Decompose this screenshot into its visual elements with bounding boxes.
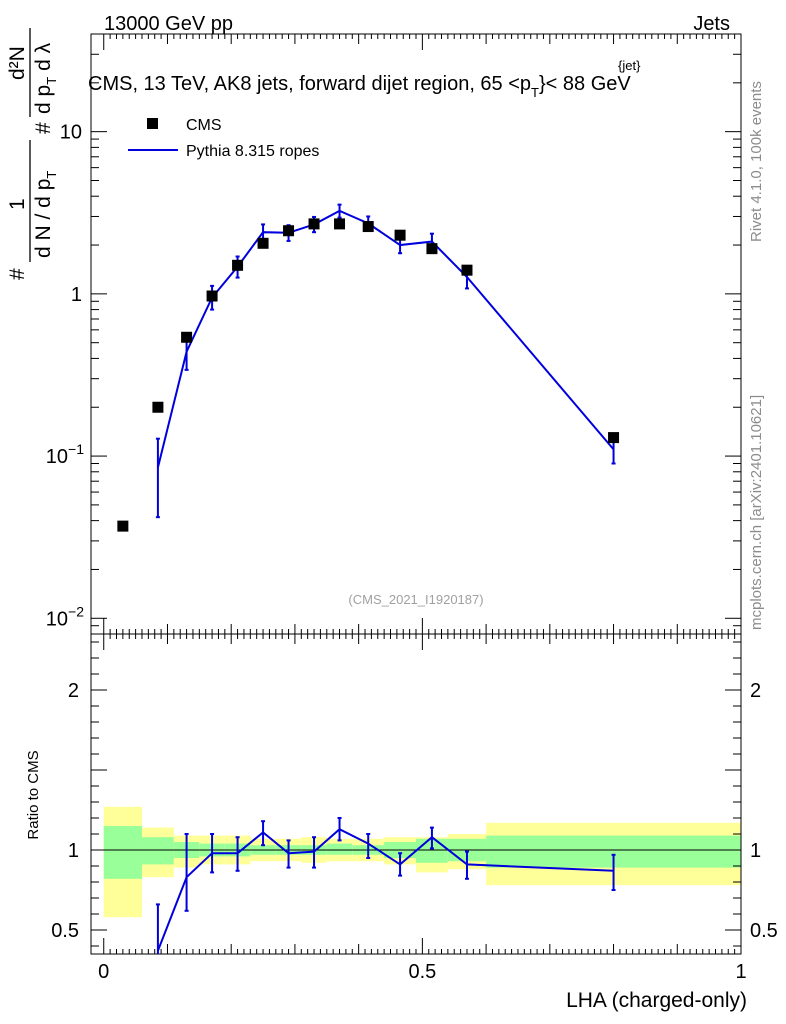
ratio-y-tick-label-right: 0.5 [750,920,778,942]
cms-data-point [334,218,346,230]
ylabel-one: 1 [6,198,29,210]
legend-pythia-label: Pythia 8.315 ropes [186,143,319,160]
plot-title-sup: {jet} [618,58,641,73]
mcplots-label: mcplots.cern.ch [arXiv:2401.10621] [748,395,765,630]
x-axis-label: LHA (charged-only) [566,989,747,1012]
main-mc-series [155,203,616,519]
ratio-y-tick-label-left: 0.5 [51,920,79,942]
ratio-axis-ticks [91,634,742,954]
cms-data-point [117,520,129,532]
cms-data-point [152,401,164,413]
ylabel-hash-1: # [6,268,29,280]
cms-data-point [461,264,473,276]
ratio-y-axis-label: Ratio to CMS [25,750,42,839]
cms-data-point [206,290,218,302]
ratio-y-tick-label-right: 2 [750,680,761,702]
main-y-tick-label-base: 10 [46,608,68,630]
cms-data-point [283,225,295,237]
main-y-tick-label-exp: −2 [68,603,84,619]
legend-cms-label: CMS [186,117,222,134]
ylabel-T1: T [44,171,59,179]
ratio-band-inner [103,826,142,879]
rivet-version-label: Rivet 4.1.0, 100k events [748,81,765,242]
main-y-tick-label: 10−1 [46,441,84,468]
main-y-axis-label: # 1 d N / d pT # d²N d pTd λ [6,28,59,280]
main-axis-ticks [91,33,742,635]
main-y-tick-label-exp: −1 [68,441,84,457]
ratio-plot-frame [90,633,742,955]
header-energy-label: 13000 GeV pp [104,13,233,35]
main-data-series [117,218,620,532]
cms-data-point [181,331,193,343]
plot-title-tail: }< 88 GeV [539,73,631,95]
ylabel-denominator: d N / d pT [32,171,59,258]
main-y-tick-label: 1 [71,284,82,306]
cms-data-point [362,221,374,233]
main-y-tick-label: 10−2 [46,603,84,630]
plot-title: CMS, 13 TeV, AK8 jets, forward dijet reg… [88,73,631,100]
main-y-tick-label-base: 10 [46,446,68,468]
cms-data-point [608,432,620,444]
cms-data-point [394,229,406,241]
x-tick-label: 0.5 [408,961,436,983]
ylabel-denominator-2: d pTd λ [32,42,59,114]
plot-title-sub: T [531,85,539,100]
ratio-y-tick-label-left: 1 [68,840,79,862]
ratio-panel: 0.5 0.51 12 20 0.5 1 Ratio to CMS LHA (charge… [25,633,778,1012]
ylabel-dp: d p [32,85,55,114]
ratio-mc-series [155,817,616,954]
pythia-line [156,209,615,468]
ratio-tick-labels: 0.5 0.51 12 20 0.5 1 [51,680,778,983]
legend-cms-marker [147,118,158,129]
x-tick-label: 1 [735,961,746,983]
ylabel-T2: T [44,77,59,85]
ylabel-dlambda: d λ [32,42,55,71]
ratio-y-tick-label-right: 1 [750,840,761,862]
plot-title-main: CMS, 13 TeV, AK8 jets, forward dijet reg… [88,73,531,95]
ylabel-dN: d N / d p [32,179,55,258]
ratio-band-inner [141,837,174,865]
ratio-y-tick-label-left: 2 [68,680,79,702]
x-tick-label: 0 [98,961,109,983]
analysis-id-label: (CMS_2021_I1920187) [348,592,483,607]
cms-data-point [426,243,438,255]
ratio-band-inner [326,843,353,855]
ylabel-d2N: d²N [6,46,29,80]
main-y-tick-label: 10 [60,122,82,144]
ratio-uncertainty-bands [91,806,741,918]
cms-data-point [308,218,320,230]
cms-data-point [232,259,244,271]
cms-data-point [257,237,269,249]
header-jets-label: Jets [693,13,730,35]
ylabel-hash-2: # [32,122,55,134]
